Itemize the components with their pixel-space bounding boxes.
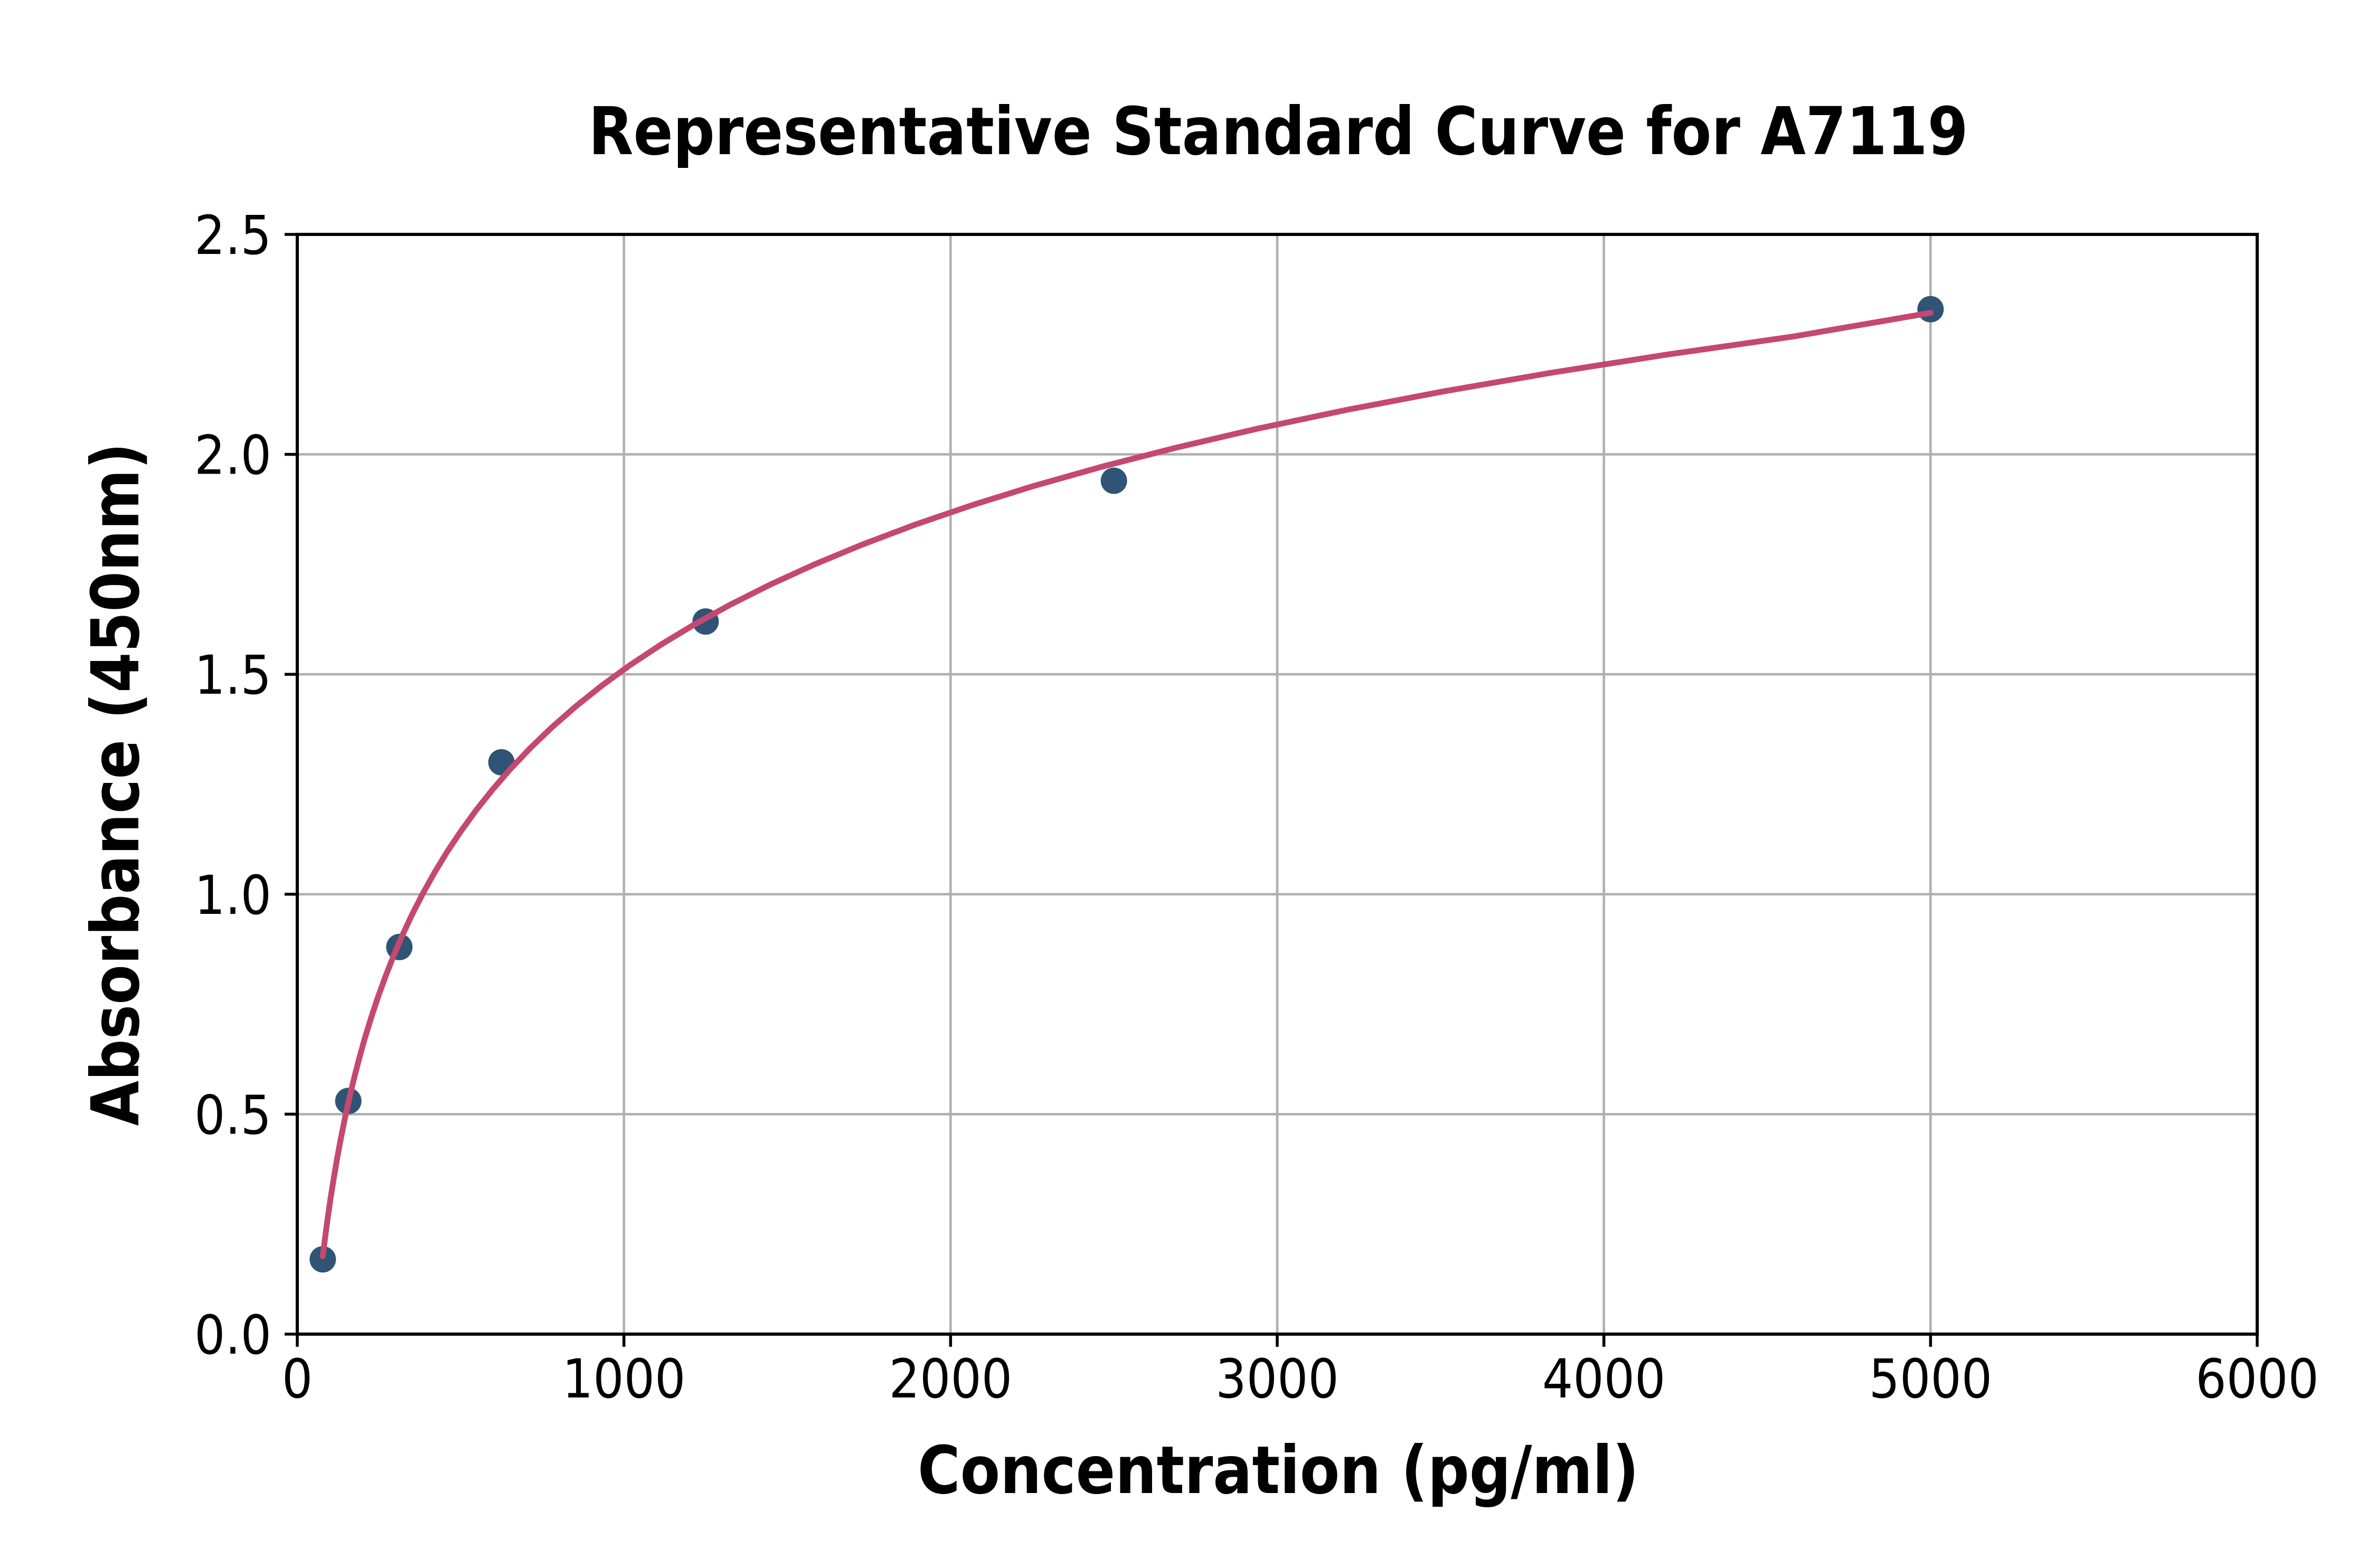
x-tick-label: 6000 [2195, 1348, 2318, 1411]
y-tick-label: 1.5 [194, 644, 271, 707]
data-point [1100, 467, 1127, 494]
y-axis-label: Absorbance (450nm) [78, 443, 154, 1126]
x-axis-label: Concentration (pg/ml) [918, 1432, 1639, 1509]
x-tick-label: 3000 [1215, 1348, 1338, 1411]
y-tick-label: 0.0 [194, 1304, 271, 1367]
data-point [309, 1246, 336, 1273]
y-tick-label: 2.5 [194, 204, 271, 267]
x-tick-label: 2000 [889, 1348, 1012, 1411]
tick-marks [285, 233, 2259, 1347]
chart-title: Representative Standard Curve for A7119 [589, 93, 1968, 170]
y-tick-label: 1.0 [194, 864, 271, 927]
data-point [1917, 296, 1944, 323]
x-tick-label: 4000 [1542, 1348, 1665, 1411]
x-tick-label: 5000 [1869, 1348, 1992, 1411]
x-tick-label: 1000 [562, 1348, 685, 1411]
y-tick-label: 2.0 [194, 424, 271, 487]
x-tick-labels: 0 1000 2000 3000 4000 5000 6000 [282, 1348, 2319, 1411]
plot-series [309, 296, 1944, 1273]
x-tick-label: 0 [282, 1348, 313, 1411]
y-tick-label: 0.5 [194, 1084, 271, 1147]
fit-curve [319, 310, 1934, 1260]
y-tick-labels: 0.0 0.5 1.0 1.5 2.0 2.5 [194, 204, 271, 1367]
